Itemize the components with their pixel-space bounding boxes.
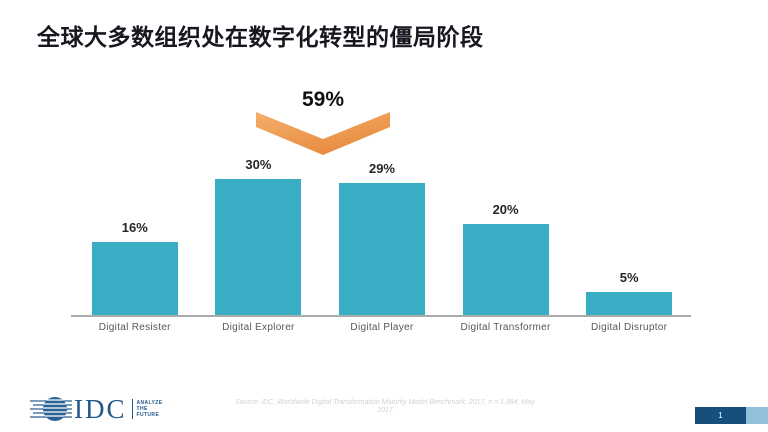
category-label: Digital Explorer (222, 322, 295, 333)
page-number-badge: 1 (695, 407, 746, 424)
category-labels: Digital Resister Digital Explorer Digita… (73, 322, 691, 333)
bar-chart: 16% 30% 29% 20% 5% (73, 115, 691, 315)
idc-tagline: ANALYZE THE FUTURE (137, 400, 163, 418)
idc-globe-icon (30, 397, 72, 421)
bar-digital-disruptor (586, 292, 673, 315)
idc-logo: IDC ANALYZE THE FUTURE (30, 393, 162, 425)
tagline-line: FUTURE (136, 412, 160, 418)
bar-digital-resister (91, 242, 178, 315)
footer-accent-strip (746, 407, 768, 424)
bar-column: 30% (197, 115, 321, 315)
bar-column: 29% (320, 115, 444, 315)
bar-value-label: 16% (121, 220, 148, 236)
tagline-line: ANALYZE (136, 400, 163, 406)
source-line: 2017 (377, 407, 393, 414)
bar-column: 5% (567, 115, 691, 315)
bar-column: 16% (73, 115, 197, 315)
bar-value-label: 20% (492, 202, 519, 217)
bar-digital-transformer (462, 224, 549, 315)
bar-digital-player (338, 183, 425, 315)
category-label: Digital Disruptor (591, 322, 668, 333)
bar-value-label: 29% (368, 161, 395, 177)
category-label: Digital Transformer (460, 322, 551, 333)
tagline-line: THE (136, 406, 148, 412)
bar-digital-explorer (215, 178, 302, 315)
source-line: Source: IDC, Worldwide Digital Transform… (235, 399, 535, 406)
chevron-down-icon (256, 112, 390, 155)
category-label: Digital Player (350, 322, 414, 333)
source-citation: Source: IDC, Worldwide Digital Transform… (190, 399, 580, 415)
idc-logo-text: IDC (74, 394, 127, 424)
bar-value-label: 5% (619, 270, 639, 286)
x-axis-line (71, 315, 691, 317)
bar-column: 20% (444, 115, 568, 315)
bar-value-label: 30% (245, 156, 272, 172)
page-title: 全球大多数组织处在数字化转型的僵局阶段 (37, 24, 484, 50)
annotation-value: 59% (301, 88, 345, 111)
category-label: Digital Resister (98, 322, 171, 333)
logo-divider (131, 399, 133, 419)
